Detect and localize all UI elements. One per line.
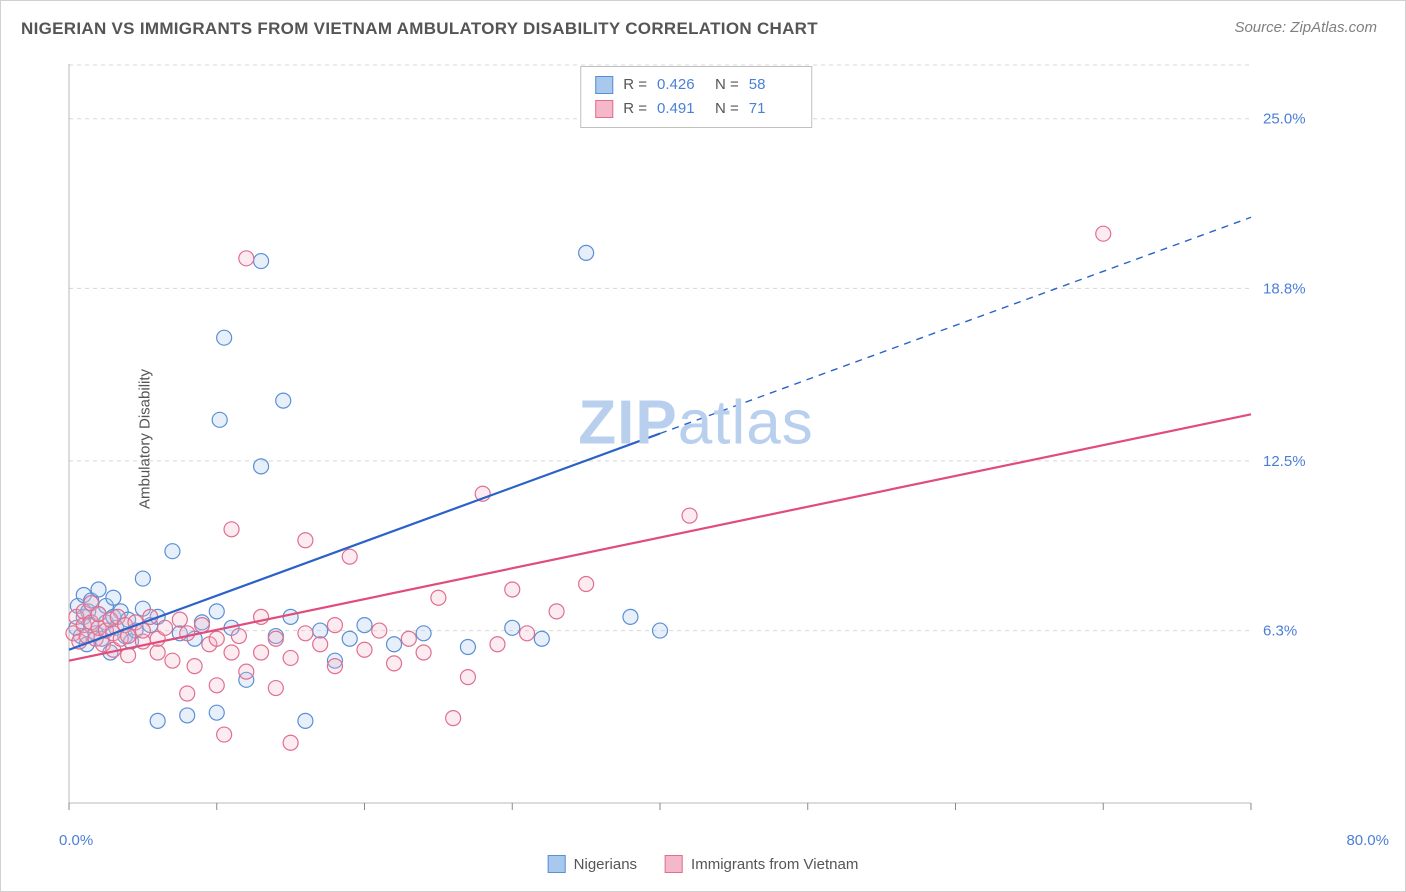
chart-title: NIGERIAN VS IMMIGRANTS FROM VIETNAM AMBU… [21, 19, 818, 39]
stats-n-value-0: 58 [749, 73, 797, 97]
legend-item-1: Immigrants from Vietnam [665, 855, 858, 873]
stats-row-1: R = 0.491 N = 71 [595, 97, 797, 121]
legend-item-0: Nigerians [548, 855, 637, 873]
stats-r-label-0: R = [623, 73, 647, 97]
svg-text:25.0%: 25.0% [1263, 111, 1306, 128]
svg-text:6.3%: 6.3% [1263, 623, 1297, 640]
stats-r-value-0: 0.426 [657, 73, 705, 97]
legend-swatch-1 [665, 855, 683, 873]
stats-r-value-1: 0.491 [657, 97, 705, 121]
stats-swatch-0 [595, 76, 613, 94]
svg-text:18.8%: 18.8% [1263, 280, 1306, 297]
x-axis-min-label: 0.0% [59, 832, 93, 849]
y-axis-label: Ambulatory Disability [137, 368, 154, 508]
legend-label-0: Nigerians [574, 856, 637, 873]
stats-r-label-1: R = [623, 97, 647, 121]
legend-swatch-0 [548, 855, 566, 873]
svg-text:12.5%: 12.5% [1263, 453, 1306, 470]
legend: Nigerians Immigrants from Vietnam [548, 855, 859, 873]
stats-n-label-0: N = [715, 73, 739, 97]
stats-box: R = 0.426 N = 58 R = 0.491 N = 71 [580, 66, 812, 128]
chart-container: NIGERIAN VS IMMIGRANTS FROM VIETNAM AMBU… [0, 0, 1406, 892]
scatter-svg: 6.3% 12.5% 18.8% 25.0% [61, 56, 1331, 821]
legend-label-1: Immigrants from Vietnam [691, 856, 858, 873]
stats-row-0: R = 0.426 N = 58 [595, 73, 797, 97]
x-axis-max-label: 80.0% [1346, 832, 1389, 849]
source-attribution: Source: ZipAtlas.com [1234, 19, 1377, 36]
plot-area: Ambulatory Disability 6.3% 12.5% 18.8% 25.0… [61, 56, 1331, 821]
stats-n-label-1: N = [715, 97, 739, 121]
stats-n-value-1: 71 [749, 97, 797, 121]
stats-swatch-1 [595, 100, 613, 118]
